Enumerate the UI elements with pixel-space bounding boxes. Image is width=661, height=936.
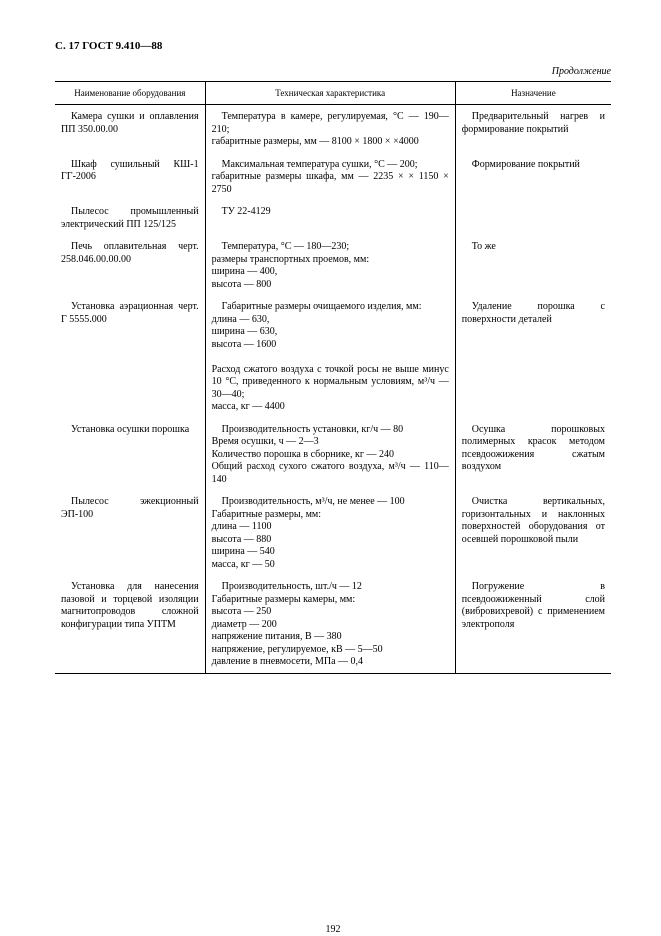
cell-purpose: Удаление порошка с поверхности деталей [455, 295, 611, 418]
text-line: Установка осушки порошка [61, 424, 199, 437]
text-line: Время осушки, ч — 2—3 [212, 436, 449, 449]
text-line: диаметр — 200 [212, 619, 449, 632]
text-line: Общий расход сухого сжатого воздуха, м³/… [212, 461, 449, 486]
text-line: размеры транспортных проемов, мм: [212, 254, 449, 267]
text-line: габаритные размеры, мм — 8100 × 1800 × ×… [212, 136, 449, 149]
text-line: масса, кг — 4400 [212, 401, 449, 414]
table-row: Пылесос эжекционный ЭП-100Производительн… [55, 490, 611, 575]
text-line: Очистка вертикальных, горизонтальных и н… [462, 496, 605, 546]
cell-name: Печь оплавительная черт. 258.046.00.00.0… [55, 235, 205, 295]
text-line: Количество порошка в сборнике, кг — 240 [212, 449, 449, 462]
text-line: Погружение в псевдоожиженный слой (вибро… [462, 581, 605, 631]
table-row: Печь оплавительная черт. 258.046.00.00.0… [55, 235, 611, 295]
cell-spec: Производительность установки, кг/ч — 80В… [205, 418, 455, 491]
cell-spec: Максимальная температура сушки, °С — 200… [205, 153, 455, 201]
text-line: напряжение питания, В — 380 [212, 631, 449, 644]
text-line: ширина — 630, [212, 326, 449, 339]
cell-name: Установка осушки порошка [55, 418, 205, 491]
text-line: высота — 250 [212, 606, 449, 619]
cell-name: Установка для нанесения пазовой и торцев… [55, 575, 205, 673]
cell-spec: Температура, °С — 180—230;размеры трансп… [205, 235, 455, 295]
cell-spec: Габаритные размеры очищаемого изделия, м… [205, 295, 455, 418]
cell-spec: ТУ 22-4129 [205, 200, 455, 235]
text-line: Установка аэрационная черт. Г 5555.000 [61, 301, 199, 326]
text-line: Габаритные размеры, мм: [212, 509, 449, 522]
text-line: Производительность установки, кг/ч — 80 [212, 424, 449, 437]
cell-purpose: Очистка вертикальных, горизонтальных и н… [455, 490, 611, 575]
cell-spec: Производительность, м³/ч, не менее — 100… [205, 490, 455, 575]
col-header-purpose: Назначение [455, 82, 611, 105]
cell-spec: Температура в камере, регулируемая, °С —… [205, 105, 455, 153]
cell-purpose: Погружение в псевдоожиженный слой (вибро… [455, 575, 611, 673]
cell-name: Пылесос промышленный электрический ПП 12… [55, 200, 205, 235]
cell-purpose [455, 200, 611, 235]
text-line: Максимальная температура сушки, °С — 200… [212, 159, 449, 172]
table-header-row: Наименование оборудования Техническая ха… [55, 82, 611, 105]
text-line: Температура в камере, регулируемая, °С —… [212, 111, 449, 136]
text-line: Производительность, шт./ч — 12 [212, 581, 449, 594]
table-row: Установка осушки порошка Производительнос… [55, 418, 611, 491]
text-line: Печь оплавительная черт. 258.046.00.00.0… [61, 241, 199, 266]
text-line: длина — 630, [212, 314, 449, 327]
page-header: С. 17 ГОСТ 9.410—88 [55, 40, 611, 52]
equipment-table: Наименование оборудования Техническая ха… [55, 81, 611, 674]
text-line: ширина — 400, [212, 266, 449, 279]
text-line: Камера сушки и оплавления ПП 350.00.00 [61, 111, 199, 136]
text-line: Расход сжатого воздуха с точкой росы не … [212, 364, 449, 402]
text-line: Производительность, м³/ч, не менее — 100 [212, 496, 449, 509]
cell-purpose: Предварительный нагрев и формирование по… [455, 105, 611, 153]
text-line: То же [462, 241, 605, 254]
text-line [212, 351, 449, 364]
table-row: Шкаф сушильный КШ-1 ГГ-2006 Максимальная … [55, 153, 611, 201]
col-header-name: Наименование оборудования [55, 82, 205, 105]
page-number: 192 [55, 924, 611, 935]
cell-purpose: То же [455, 235, 611, 295]
col-header-spec: Техническая характеристика [205, 82, 455, 105]
cell-purpose: Осушка порошковых полимерных красок мето… [455, 418, 611, 491]
text-line: длина — 1100 [212, 521, 449, 534]
continuation-label: Продолжение [55, 66, 611, 77]
text-line: ТУ 22-4129 [212, 206, 449, 219]
table-row: Установка аэрационная черт. Г 5555.000 Га… [55, 295, 611, 418]
text-line: Температура, °С — 180—230; [212, 241, 449, 254]
table-row: Установка для нанесения пазовой и торцев… [55, 575, 611, 673]
text-line: Удаление порошка с поверхности деталей [462, 301, 605, 326]
cell-spec: Производительность, шт./ч — 12Габаритные… [205, 575, 455, 673]
text-line: Осушка порошковых полимерных красок мето… [462, 424, 605, 474]
cell-name: Камера сушки и оплавления ПП 350.00.00 [55, 105, 205, 153]
text-line: Габаритные размеры камеры, мм: [212, 594, 449, 607]
text-line: напряжение, регулируемое, кВ — 5—50 [212, 644, 449, 657]
cell-name: Пылесос эжекционный ЭП-100 [55, 490, 205, 575]
text-line: Габаритные размеры очищаемого изделия, м… [212, 301, 449, 314]
text-line: высота — 1600 [212, 339, 449, 352]
cell-purpose: Формирование покрытий [455, 153, 611, 201]
table-row: Камера сушки и оплавления ПП 350.00.00 Те… [55, 105, 611, 153]
text-line: Пылесос промышленный электрический ПП 12… [61, 206, 199, 231]
text-line: давление в пневмосети, МПа — 0,4 [212, 656, 449, 669]
text-line: Формирование покрытий [462, 159, 605, 172]
text-line: Установка для нанесения пазовой и торцев… [61, 581, 199, 631]
text-line: Предварительный нагрев и формирование по… [462, 111, 605, 136]
cell-name: Установка аэрационная черт. Г 5555.000 [55, 295, 205, 418]
text-line: Пылесос эжекционный ЭП-100 [61, 496, 199, 521]
text-line [462, 206, 605, 219]
table-row: Пылесос промышленный электрический ПП 12… [55, 200, 611, 235]
text-line: высота — 800 [212, 279, 449, 292]
text-line: Шкаф сушильный КШ-1 ГГ-2006 [61, 159, 199, 184]
text-line: габаритные размеры шкафа, мм — 2235 × × … [212, 171, 449, 196]
text-line: высота — 880 [212, 534, 449, 547]
text-line: масса, кг — 50 [212, 559, 449, 572]
cell-name: Шкаф сушильный КШ-1 ГГ-2006 [55, 153, 205, 201]
text-line: ширина — 540 [212, 546, 449, 559]
